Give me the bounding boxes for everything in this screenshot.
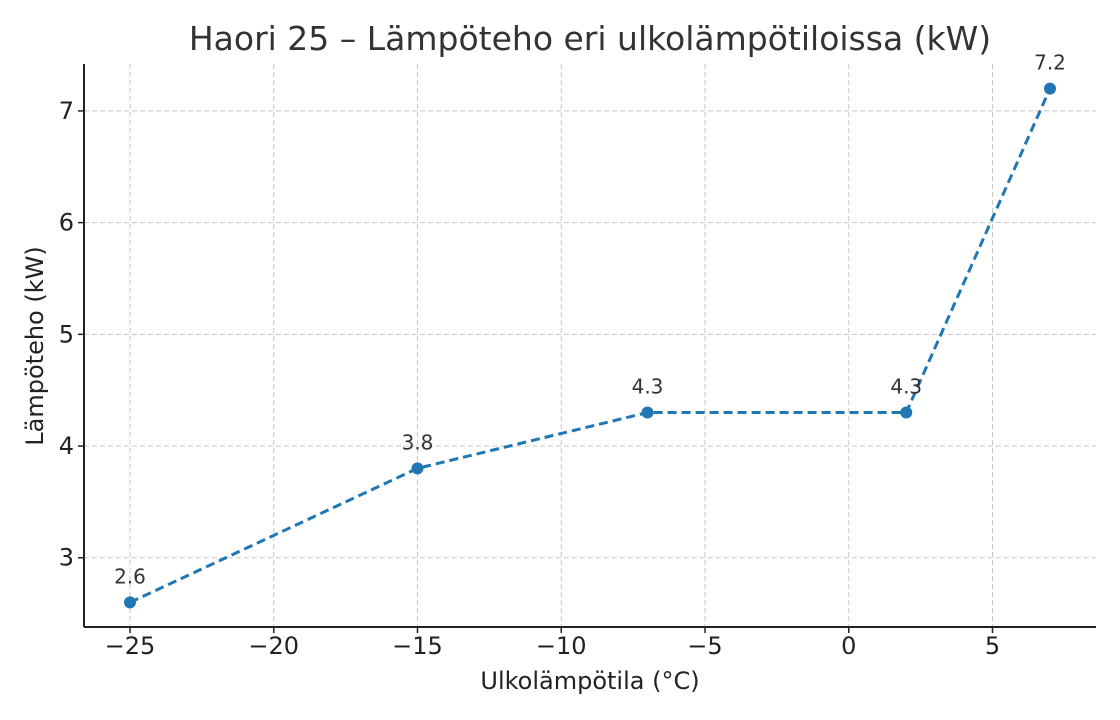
y-tick-label: 7 bbox=[59, 97, 74, 125]
x-tick-label: 5 bbox=[985, 632, 1000, 660]
data-point bbox=[411, 462, 424, 475]
x-axis-label: Ulkolämpötila (°C) bbox=[480, 667, 699, 695]
x-tick-label: −15 bbox=[392, 632, 443, 660]
series bbox=[124, 82, 1056, 609]
grid bbox=[84, 64, 1096, 627]
y-tick-label: 6 bbox=[59, 209, 74, 237]
data-point bbox=[124, 596, 136, 609]
data-label: 2.6 bbox=[114, 564, 146, 588]
data-label: 3.8 bbox=[402, 430, 434, 454]
ticks: −25 −20 −15 −10 −5 0 5 3 4 5 6 7 bbox=[59, 97, 1000, 660]
series-line bbox=[129, 87, 1052, 604]
y-axis-label: Lämpöteho (kW) bbox=[21, 246, 49, 445]
data-label: 4.3 bbox=[632, 375, 664, 399]
data-labels: 2.6 3.8 4.3 4.3 7.2 bbox=[114, 51, 1066, 589]
x-tick-label: −5 bbox=[687, 632, 722, 660]
axes bbox=[83, 64, 1096, 628]
data-point bbox=[641, 406, 654, 419]
x-tick-label: −10 bbox=[536, 632, 587, 660]
data-point bbox=[1044, 82, 1056, 95]
data-point bbox=[900, 406, 913, 419]
x-tick-label: −25 bbox=[105, 632, 156, 660]
y-tick-label: 3 bbox=[59, 544, 74, 572]
y-tick-label: 5 bbox=[59, 320, 74, 348]
y-tick-label: 4 bbox=[59, 432, 74, 460]
data-label: 7.2 bbox=[1034, 51, 1066, 75]
x-tick-label: −20 bbox=[248, 632, 299, 660]
x-tick-label: 0 bbox=[841, 632, 856, 660]
data-label: 4.3 bbox=[890, 375, 922, 399]
chart-title: Haori 25 – Lämpöteho eri ulkolämpötilois… bbox=[189, 19, 991, 58]
